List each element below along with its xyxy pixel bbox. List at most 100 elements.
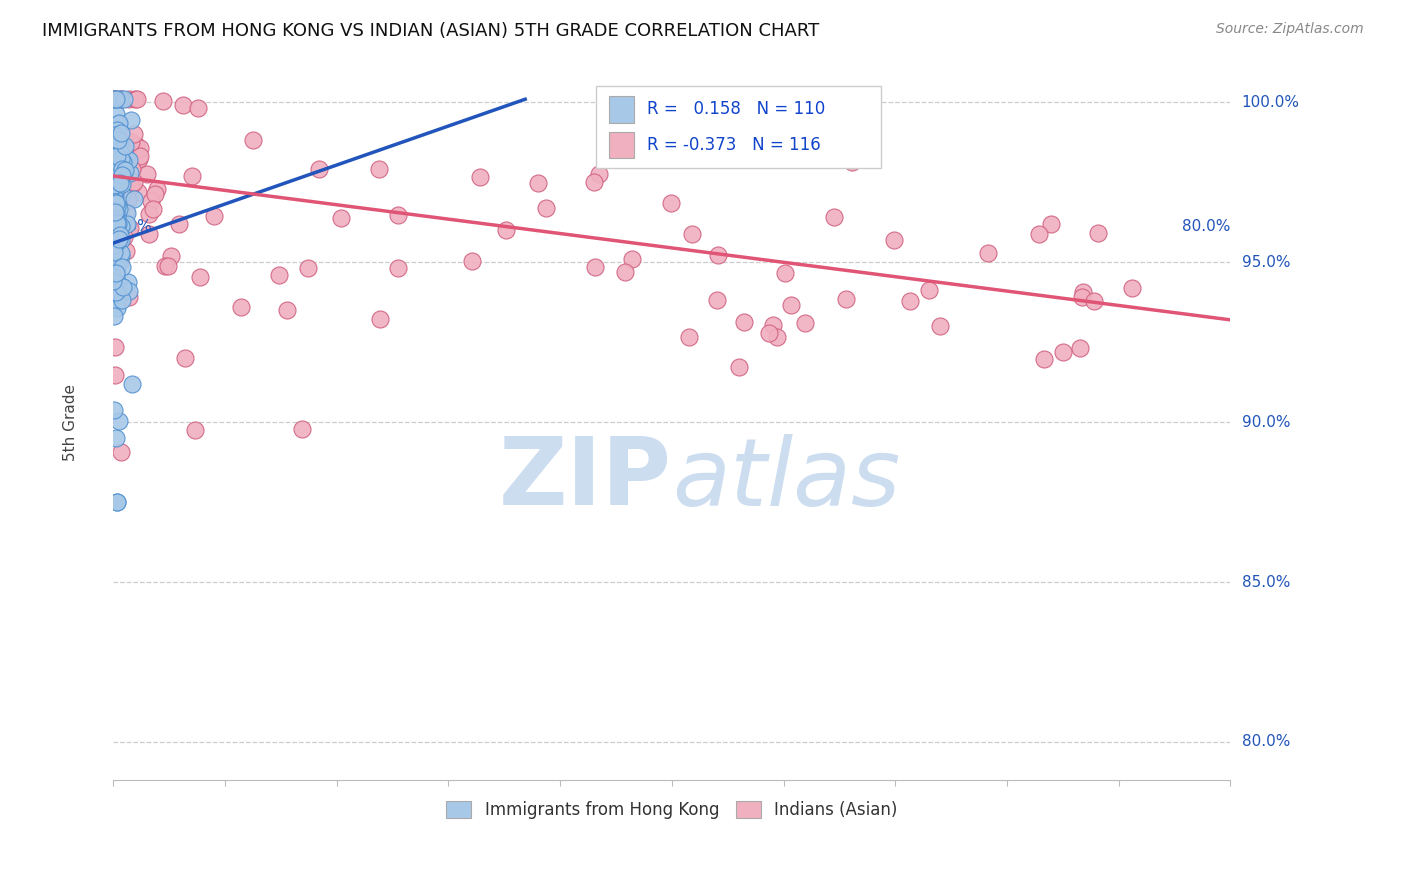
Point <box>468 169 491 184</box>
Point <box>733 315 755 329</box>
Point <box>105 266 128 280</box>
Point <box>103 280 125 294</box>
Point <box>104 92 127 106</box>
Point <box>141 194 163 208</box>
Point <box>204 209 226 223</box>
Point <box>110 135 132 149</box>
Point <box>156 259 179 273</box>
Point <box>1087 226 1109 240</box>
Point <box>107 133 129 147</box>
Point <box>276 303 298 318</box>
Point <box>120 135 142 149</box>
Text: 80.0%: 80.0% <box>1241 734 1289 749</box>
Point <box>114 204 136 219</box>
Point <box>103 128 125 143</box>
Point <box>104 107 127 121</box>
Point <box>104 92 127 106</box>
Point <box>105 218 128 232</box>
Point <box>117 194 139 208</box>
Point <box>127 185 149 199</box>
Point <box>267 268 290 283</box>
Point <box>167 217 190 231</box>
Point <box>1071 285 1094 299</box>
Point <box>977 245 1000 260</box>
Point <box>676 142 699 156</box>
Point <box>766 330 789 344</box>
Text: 90.0%: 90.0% <box>1241 415 1291 430</box>
Point <box>291 422 314 436</box>
Point <box>495 223 517 237</box>
Point <box>707 247 730 261</box>
Point <box>107 214 129 228</box>
Point <box>297 260 319 275</box>
Point <box>105 274 128 288</box>
Point <box>107 217 129 231</box>
Point <box>110 246 132 260</box>
Point <box>122 175 145 189</box>
Point <box>108 232 131 246</box>
Point <box>112 154 135 169</box>
Point <box>104 134 127 148</box>
Text: 95.0%: 95.0% <box>1241 255 1291 269</box>
Point <box>527 176 550 190</box>
Text: ZIP: ZIP <box>499 434 672 525</box>
Point <box>103 92 125 106</box>
Point <box>120 178 142 193</box>
Point <box>621 252 644 266</box>
Point <box>104 145 127 160</box>
Point <box>122 127 145 141</box>
Bar <box>609 96 634 122</box>
Point <box>117 275 139 289</box>
Point <box>929 318 952 333</box>
Point <box>105 251 128 265</box>
Point <box>111 279 134 293</box>
Point <box>108 158 131 172</box>
Point <box>103 188 125 202</box>
Point <box>110 92 132 106</box>
Point <box>105 171 128 186</box>
Point <box>110 249 132 263</box>
Text: 100.0%: 100.0% <box>1241 95 1299 110</box>
Point <box>115 205 138 219</box>
Text: IMMIGRANTS FROM HONG KONG VS INDIAN (ASIAN) 5TH GRADE CORRELATION CHART: IMMIGRANTS FROM HONG KONG VS INDIAN (ASI… <box>42 22 820 40</box>
Point <box>111 260 134 274</box>
Point <box>103 127 125 141</box>
Point <box>583 260 606 274</box>
Point <box>104 368 127 382</box>
Point <box>105 143 128 157</box>
Point <box>111 177 134 191</box>
Point <box>534 201 557 215</box>
Point <box>104 135 127 149</box>
Point <box>105 229 128 244</box>
Point <box>110 186 132 201</box>
Point <box>105 92 128 106</box>
Point <box>105 235 128 249</box>
Point <box>103 244 125 259</box>
Point <box>112 199 135 213</box>
Point <box>105 180 128 194</box>
Point <box>1069 341 1091 355</box>
Point <box>110 219 132 234</box>
Point <box>124 138 146 153</box>
Point <box>758 326 780 340</box>
Point <box>104 294 127 309</box>
Point <box>104 92 127 106</box>
Point <box>107 258 129 272</box>
Point <box>183 423 205 437</box>
Point <box>104 186 127 201</box>
Point <box>104 178 127 193</box>
Point <box>103 194 125 209</box>
Point <box>105 178 128 193</box>
Point <box>613 265 636 279</box>
Point <box>105 495 128 509</box>
Point <box>659 195 682 210</box>
Point <box>118 92 141 106</box>
Point <box>110 163 132 178</box>
Point <box>110 92 132 106</box>
Point <box>1071 290 1094 304</box>
Point <box>110 445 132 459</box>
Point <box>103 159 125 173</box>
Point <box>111 216 134 230</box>
Point <box>104 229 127 244</box>
Point <box>104 134 127 148</box>
